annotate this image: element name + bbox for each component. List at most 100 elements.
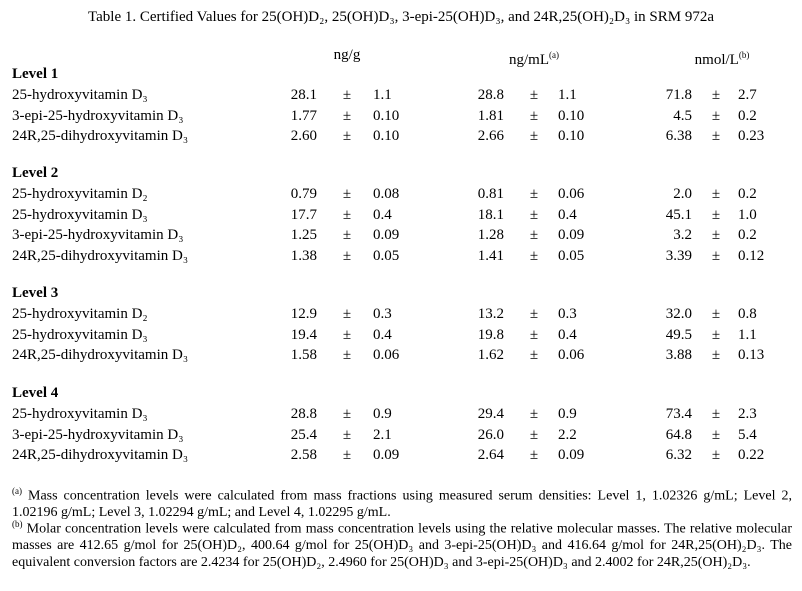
cell-value: 2.58	[290, 447, 317, 463]
cell-value: 3.2	[673, 227, 692, 243]
level-heading: Level 4	[12, 385, 59, 401]
row-label: 3-epi-25-hydroxyvitamin D₃	[12, 227, 184, 243]
cell-uncertainty: 0.4	[373, 206, 392, 223]
cell-value: 1.77	[290, 107, 317, 124]
cell-uncertainty: 2.7	[738, 87, 757, 103]
level-heading: Level 1	[12, 66, 59, 82]
plus-minus-sign: ±	[711, 128, 721, 144]
plus-minus-sign: ±	[711, 326, 721, 343]
plus-minus-sign: ±	[342, 128, 352, 144]
row-label: 3-epi-25-hydroxyvitamin D₃	[12, 107, 184, 124]
plus-minus-sign: ±	[711, 426, 721, 443]
column-header-nmol-l: nmol/L(b)	[672, 46, 772, 69]
cell-uncertainty: 0.08	[373, 186, 400, 202]
cell-uncertainty: 0.06	[373, 347, 400, 363]
cell-value: 1.41	[477, 247, 504, 264]
plus-minus-sign: ±	[711, 406, 721, 422]
cell-uncertainty: 0.12	[738, 247, 765, 264]
row-label: 25-hydroxyvitamin D₃	[12, 206, 148, 223]
row-label: 25-hydroxyvitamin D₂	[12, 306, 148, 322]
cell-uncertainty: 0.09	[558, 447, 585, 463]
cell-value: 28.8	[477, 87, 504, 103]
header-label: nmol/L	[694, 52, 739, 68]
plus-minus-sign: ±	[711, 206, 721, 223]
row-label: 25-hydroxyvitamin D₃	[12, 87, 148, 103]
cell-uncertainty: 1.1	[738, 326, 757, 343]
cell-uncertainty: 0.4	[373, 326, 392, 343]
column-header-ng-ml: ng/mL(a)	[484, 46, 584, 69]
cell-value: 3.88	[665, 347, 692, 363]
plus-minus-sign: ±	[342, 186, 352, 202]
cell-uncertainty: 0.05	[373, 247, 400, 264]
cell-value: 26.0	[477, 426, 504, 443]
cell-value: 1.38	[290, 247, 317, 264]
cell-uncertainty: 0.23	[738, 128, 765, 144]
cell-uncertainty: 0.2	[738, 186, 757, 202]
plus-minus-sign: ±	[342, 107, 352, 124]
cell-uncertainty: 0.2	[738, 227, 757, 243]
plus-minus-sign: ±	[529, 107, 539, 124]
plus-minus-sign: ±	[711, 247, 721, 264]
footnote-text: Mass concentration levels were calculate…	[12, 488, 792, 521]
cell-value: 73.4	[665, 406, 692, 422]
cell-value: 2.64	[477, 447, 504, 463]
header-label: ng/mL	[509, 52, 549, 68]
plus-minus-sign: ±	[342, 247, 352, 264]
cell-value: 25.4	[290, 426, 317, 443]
plus-minus-sign: ±	[529, 186, 539, 202]
cell-value: 28.1	[290, 87, 317, 103]
cell-uncertainty: 2.2	[558, 426, 577, 443]
plus-minus-sign: ±	[529, 87, 539, 103]
cell-uncertainty: 1.0	[738, 206, 757, 223]
cell-uncertainty: 1.1	[373, 87, 392, 103]
cell-uncertainty: 0.2	[738, 107, 757, 124]
plus-minus-sign: ±	[342, 447, 352, 463]
cell-uncertainty: 1.1	[558, 87, 577, 103]
cell-uncertainty: 0.3	[558, 306, 577, 322]
plus-minus-sign: ±	[711, 186, 721, 202]
cell-value: 3.39	[665, 247, 692, 264]
plus-minus-sign: ±	[342, 406, 352, 422]
footnote-mark: (a)	[12, 486, 22, 496]
cell-value: 2.66	[477, 128, 504, 144]
cell-value: 1.62	[477, 347, 504, 363]
level-heading: Level 2	[12, 165, 59, 181]
cell-uncertainty: 0.10	[373, 107, 400, 124]
header-label: ng/g	[333, 47, 361, 63]
plus-minus-sign: ±	[529, 447, 539, 463]
cell-value: 29.4	[477, 406, 504, 422]
row-label: 25-hydroxyvitamin D₃	[12, 406, 148, 422]
cell-uncertainty: 0.09	[558, 227, 585, 243]
cell-uncertainty: 0.10	[373, 128, 400, 144]
cell-value: 12.9	[290, 306, 317, 322]
cell-value: 19.4	[290, 326, 317, 343]
cell-value: 0.81	[477, 186, 504, 202]
plus-minus-sign: ±	[529, 128, 539, 144]
column-header-ng-g: ng/g	[297, 46, 397, 64]
plus-minus-sign: ±	[529, 206, 539, 223]
cell-uncertainty: 0.05	[558, 247, 585, 264]
table-title: Table 1. Certified Values for 25(OH)D₂, …	[88, 9, 714, 25]
cell-uncertainty: 2.3	[738, 406, 757, 422]
footnote-ref: (b)	[738, 50, 750, 60]
cell-value: 1.81	[477, 107, 504, 124]
cell-uncertainty: 0.06	[558, 347, 585, 363]
cell-uncertainty: 0.3	[373, 306, 392, 322]
plus-minus-sign: ±	[342, 347, 352, 363]
cell-uncertainty: 0.10	[558, 128, 585, 144]
row-label: 24R,25-dihydroxyvitamin D₃	[12, 347, 189, 363]
footnote-b: (b) Molar concentration levels were calc…	[12, 516, 792, 571]
cell-value: 4.5	[673, 107, 692, 124]
cell-uncertainty: 2.1	[373, 426, 392, 443]
cell-uncertainty: 0.9	[373, 406, 392, 422]
cell-uncertainty: 0.4	[558, 326, 577, 343]
footnote-text: Molar concentration levels were calculat…	[12, 521, 792, 570]
row-label: 24R,25-dihydroxyvitamin D₃	[12, 447, 189, 463]
cell-value: 64.8	[665, 426, 692, 443]
cell-uncertainty: 0.09	[373, 227, 400, 243]
plus-minus-sign: ±	[342, 206, 352, 223]
level-heading: Level 3	[12, 285, 59, 301]
cell-uncertainty: 0.9	[558, 406, 577, 422]
footnote-a: (a) Mass concentration levels were calcu…	[12, 483, 792, 522]
cell-value: 1.28	[477, 227, 504, 243]
